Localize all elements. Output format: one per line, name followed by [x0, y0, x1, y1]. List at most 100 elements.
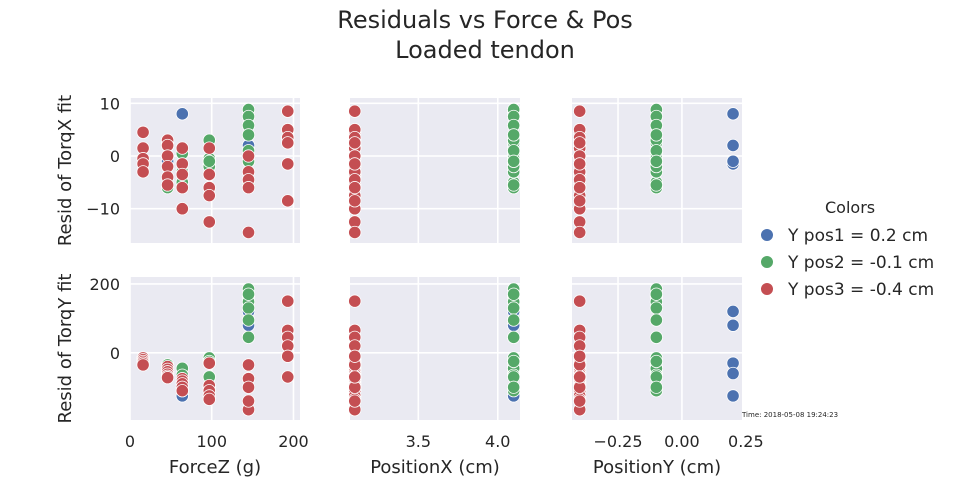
point-s1-p14-r1-c0 — [241, 313, 256, 327]
chart-title-line2: Loaded tendon — [395, 36, 575, 64]
point-s2-p25-r1-c1 — [348, 394, 362, 408]
legend-label-pos3: Y pos3 = -0.4 cm — [788, 280, 935, 300]
point-s1-p12-r1-c0 — [241, 301, 256, 315]
point-s0-p4-r0-c2 — [726, 154, 740, 168]
xtick-label-c2-2: 0.25 — [728, 432, 764, 451]
ytick-label-r0-1: 0 — [110, 147, 120, 166]
point-s2-p15-r0-c0 — [175, 202, 189, 216]
point-s2-p21-r1-c0 — [241, 358, 256, 372]
point-s2-p31-r0-c0 — [281, 194, 295, 208]
point-s1-p14-r0-c2 — [649, 154, 663, 168]
point-s1-p8-r0-c0 — [202, 154, 216, 168]
point-s2-p31-r1-c2 — [573, 370, 587, 384]
point-s2-p26-r0-c0 — [281, 104, 295, 118]
point-s1-p13-r1-c2 — [649, 330, 663, 344]
point-s1-p15-r0-c1 — [507, 178, 521, 192]
panel-bg-r1-c1 — [350, 277, 520, 420]
ylabel-r0: Resid of TorqX fit — [55, 95, 76, 246]
legend-marker-pos2 — [760, 255, 774, 269]
point-s2-p17-r0-c0 — [202, 167, 216, 182]
point-s0-p1-r0-c2 — [726, 138, 740, 153]
point-s2-p23-r0-c2 — [573, 181, 587, 195]
point-s1-p14-r1-c1 — [507, 313, 521, 327]
point-s1-p15-r1-c2 — [649, 287, 663, 301]
point-s0-p0-r0-c0 — [175, 107, 189, 121]
point-s2-p26-r0-c1 — [348, 104, 362, 118]
point-s0-p0-r1-c2 — [726, 389, 740, 403]
xlabel-c1: PositionX (cm) — [370, 457, 500, 478]
point-s1-p15-r1-c0 — [241, 287, 256, 301]
point-s2-p26-r1-c1 — [348, 294, 362, 308]
xtick-label-c1-1: 4.0 — [485, 432, 510, 451]
point-s1-p6-r1-c1 — [507, 354, 521, 369]
point-s2-p26-r1-c0 — [281, 294, 295, 308]
legend-label-pos2: Y pos2 = -0.1 cm — [788, 253, 935, 273]
point-s2-p16-r1-c0 — [202, 356, 216, 370]
point-s2-p29-r0-c2 — [573, 136, 587, 150]
timestamp: Time: 2018-05-08 19:24:23 — [742, 411, 839, 419]
point-s1-p8-r1-c2 — [649, 380, 663, 394]
point-s2-p23-r0-c0 — [241, 181, 256, 195]
point-s1-p14-r1-c2 — [649, 313, 663, 327]
legend-title: Colors — [825, 198, 876, 217]
point-s2-p30-r1-c1 — [348, 349, 362, 363]
point-s2-p30-r1-c0 — [281, 349, 295, 363]
point-s1-p13-r1-c1 — [507, 330, 521, 344]
point-s2-p20-r1-c0 — [202, 392, 216, 406]
point-s0-p2-r1-c2 — [726, 304, 740, 319]
legend-item-pos3: Y pos3 = -0.4 cm — [760, 280, 934, 300]
point-s2-p16-r0-c0 — [202, 141, 216, 155]
point-s2-p31-r0-c2 — [573, 194, 587, 208]
legend-label-pos1: Y pos1 = 0.2 cm — [788, 226, 929, 246]
legend-marker-pos3 — [760, 282, 774, 296]
point-s1-p8-r1-c1 — [507, 380, 521, 394]
point-s2-p24-r0-c2 — [573, 225, 587, 240]
point-s1-p15-r1-c1 — [507, 287, 521, 301]
point-s2-p31-r1-c1 — [348, 370, 362, 384]
point-s2-p30-r0-c0 — [281, 157, 295, 171]
ytick-label-r1-0: 0 — [110, 344, 120, 363]
point-s1-p13-r1-c0 — [241, 330, 256, 344]
legend-item-pos1: Y pos1 = 0.2 cm — [760, 226, 928, 246]
xtick-label-c1-0: 3.5 — [406, 432, 431, 451]
xtick-label-c2-0: −0.25 — [593, 432, 642, 451]
xtick-label-c2-1: 0.00 — [664, 432, 700, 451]
point-s1-p12-r0-c1 — [507, 128, 521, 142]
point-s1-p12-r1-c1 — [507, 301, 521, 315]
xlabel-c0: ForceZ (g) — [169, 457, 261, 478]
point-s2-p25-r0-c0 — [241, 149, 256, 163]
point-s2-p30-r0-c1 — [348, 157, 362, 171]
point-s2-p4-r1-c0 — [136, 358, 150, 372]
point-s2-p26-r0-c2 — [573, 104, 587, 118]
ytick-label-r0-0: −10 — [86, 200, 120, 219]
point-s2-p23-r1-c0 — [241, 380, 256, 394]
point-s2-p29-r0-c1 — [348, 136, 362, 150]
point-s2-p31-r0-c1 — [348, 194, 362, 208]
point-s2-p14-r0-c0 — [175, 181, 189, 195]
ytick-label-r0-2: 10 — [100, 94, 120, 113]
panel-bg-r0-c1 — [350, 98, 520, 243]
xtick-label-c0-0: 0 — [125, 432, 135, 451]
point-s2-p30-r1-c2 — [573, 349, 587, 363]
point-s1-p15-r0-c2 — [649, 178, 663, 192]
point-s1-p12-r1-c2 — [649, 301, 663, 315]
ylabel-r1: Resid of TorqY fit — [55, 274, 76, 424]
point-s0-p1-r1-c2 — [726, 318, 740, 332]
point-s2-p0-r0-c0 — [136, 125, 150, 139]
point-s1-p14-r0-c1 — [507, 154, 521, 168]
point-s2-p23-r0-c1 — [348, 181, 362, 195]
point-s2-p29-r0-c0 — [281, 136, 295, 150]
ytick-label-r1-1: 200 — [89, 275, 120, 294]
point-s1-p12-r0-c0 — [241, 128, 256, 142]
xtick-label-c0-1: 100 — [196, 432, 227, 451]
legend-item-pos2: Y pos2 = -0.1 cm — [760, 253, 934, 273]
point-s1-p6-r1-c2 — [649, 354, 663, 369]
chart-title-line1: Residuals vs Force & Pos — [337, 6, 633, 34]
point-s2-p4-r0-c0 — [136, 165, 150, 179]
point-s2-p26-r1-c2 — [573, 294, 587, 308]
point-s2-p30-r0-c2 — [573, 157, 587, 171]
point-s2-p10-r0-c0 — [160, 178, 175, 192]
point-s2-p31-r1-c0 — [281, 370, 295, 384]
point-s2-p10-r1-c0 — [160, 371, 175, 385]
